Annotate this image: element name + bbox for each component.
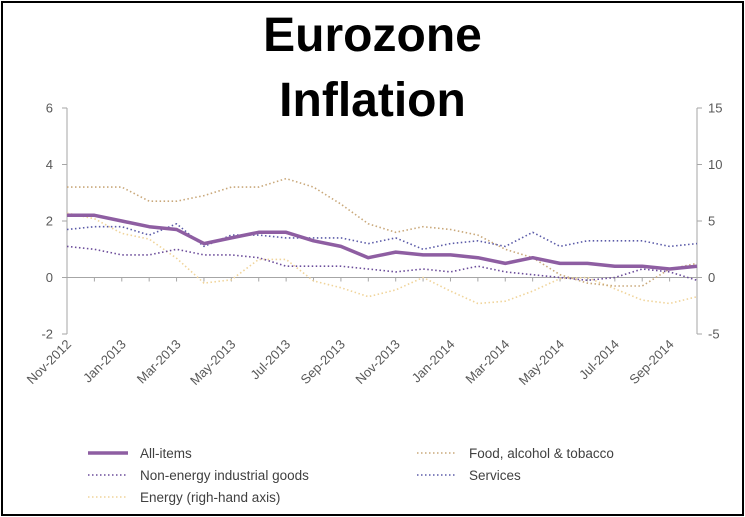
y-right-tick-label: 15: [708, 101, 722, 116]
y-left-tick-label: 2: [46, 214, 53, 229]
legend-label-services: Services: [469, 468, 521, 483]
x-tick-label: Mar-2013: [134, 337, 184, 387]
series-line-services: [66, 223, 698, 251]
chart-legend: All-items Food, alcohol & tobacco Non-ener…: [88, 446, 614, 505]
x-tick-label: Sep-2013: [298, 337, 348, 387]
x-tick-label: Jul-2013: [247, 337, 293, 383]
legend-label-non-energy: Non-energy industrial goods: [140, 468, 309, 483]
legend-label-energy: Energy (righ-hand axis): [140, 490, 280, 505]
series-line-all-items: [67, 213, 698, 271]
y-left-tick-label: -2: [41, 327, 53, 342]
legend-label-all-items: All-items: [140, 446, 192, 461]
y-right-tick-label: 10: [708, 157, 722, 172]
y-left-tick-label: 6: [46, 101, 53, 116]
legend-label-food: Food, alcohol & tobacco: [469, 446, 614, 461]
series-line-food: [67, 177, 698, 287]
x-tick-label: Nov-2012: [24, 337, 74, 387]
series-line-energy: [66, 212, 698, 305]
y-right-tick-label: -5: [708, 327, 720, 342]
x-tick-label: Nov-2013: [352, 337, 402, 387]
x-tick-label: Jul-2014: [576, 337, 622, 383]
chart-title-line-1: Eurozone: [263, 9, 482, 62]
x-tick-label: May-2014: [516, 337, 567, 388]
x-tick-label: Mar-2014: [462, 337, 512, 387]
y-left-tick-label: 4: [46, 157, 53, 172]
y-right-tick-label: 0: [708, 270, 715, 285]
x-tick-label: May-2013: [187, 337, 238, 388]
chart-title-line-2: Inflation: [279, 74, 466, 127]
y-right-tick-label: 5: [708, 214, 715, 229]
x-tick-label: Sep-2014: [626, 337, 676, 387]
x-tick-label: Jan-2013: [80, 337, 129, 386]
chart-series: [66, 177, 698, 305]
x-tick-label: Jan-2014: [409, 337, 458, 386]
y-left-tick-label: 0: [46, 270, 53, 285]
